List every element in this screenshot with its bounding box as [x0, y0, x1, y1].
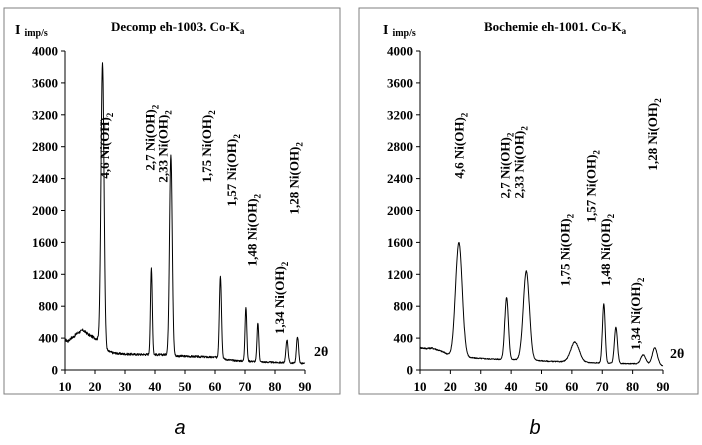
panel-a-x-tick-label: 70 — [239, 379, 252, 394]
panel-b-y-tick-label: 2800 — [387, 139, 413, 154]
panel-a-y-tick-label: 3600 — [32, 75, 58, 90]
panel-b-x-tick-label: 60 — [565, 379, 578, 394]
panel-a-y-tick-label: 2000 — [32, 203, 58, 218]
panel-a-x-tick-label: 20 — [89, 379, 102, 394]
panel-a-label: a — [174, 417, 185, 439]
panel-a-peak-labels: 4,6 Ni(OH)2 2,7 Ni(OH)22,33 Ni(OH)2 1,75 N… — [97, 104, 305, 334]
panel-b-x-axis-label: 2θ — [670, 347, 684, 362]
panel-b-y-tick-label: 4000 — [387, 44, 413, 59]
panel-a-x-tick-label: 60 — [209, 379, 222, 394]
panel-b-y-tick-label: 1200 — [387, 267, 413, 282]
panel-b-diffraction-trace — [419, 242, 664, 367]
panel-a-peak-label: 1,75 Ni(OH)2 — [199, 110, 217, 183]
panel-b-y-tick-label: 0 — [407, 363, 414, 378]
panel-b-y-tick-label: 3600 — [387, 75, 413, 90]
panel-b-y-tick-label: 2000 — [387, 203, 413, 218]
panel-b-peak-labels: 4,6 Ni(OH)2 2,7 Ni(OH)22,33 Ni(OH)2 1,75 N… — [452, 98, 663, 350]
panel-a-y-tick-label: 3200 — [32, 107, 58, 122]
panel-a-y-tick-label: 0 — [52, 363, 59, 378]
panel-b-peak-label: 2,7 Ni(OH)2 — [497, 132, 515, 198]
panel-b-x-tick-label: 70 — [596, 379, 609, 394]
panel-a-title: Decomp eh-1003. Co-Ka — [111, 19, 245, 36]
panel-a-x-tick-label: 90 — [299, 379, 312, 394]
panel-b-x-tick-label: 90 — [657, 379, 670, 394]
panel-a-x-axis-label: 2θ — [314, 345, 328, 360]
panel-a-x-tick-label: 50 — [179, 379, 192, 394]
panel-b-frame — [358, 7, 699, 395]
panel-a-peak-label: 1,34 Ni(OH)2 — [272, 261, 290, 334]
panel-b-y-ticks: 0 400 800 1200 1600 2000 2400 2800 3200 3600 4000 — [387, 44, 420, 378]
panel-b-x-ticks: 10 20 30 40 50 60 70 80 90 — [414, 370, 670, 394]
panel-b-label: b — [529, 417, 540, 439]
panel-b-x-tick-label: 10 — [414, 379, 427, 394]
panel-a-peak-label: 4,6 Ni(OH)2 — [97, 112, 115, 178]
panel-a-x-tick-label: 30 — [119, 379, 132, 394]
panel-a-y-tick-label: 1200 — [32, 267, 58, 282]
panel-a-y-tick-label: 4000 — [32, 44, 58, 59]
panel-b-y-tick-label: 1600 — [387, 235, 413, 250]
panel-b-x-tick-label: 80 — [626, 379, 639, 394]
panel-a-y-ticks: 0 400 800 1200 1600 2000 2400 2800 3200 3600 4000 — [32, 44, 65, 378]
panel-b-x-tick-label: 20 — [444, 379, 457, 394]
panel-b-peak-label: 1,57 Ni(OH)2 — [583, 150, 601, 223]
panel-a-x-tick-label: 80 — [269, 379, 282, 394]
panel-a-peak-label: 1,48 Ni(OH)2 — [244, 193, 262, 266]
panel-a-x-tick-label: 10 — [59, 379, 72, 394]
panel-a-peak-label: 2,33 Ni(OH)2 — [156, 110, 174, 183]
panel-a-y-tick-label: 2800 — [32, 139, 58, 154]
panel-b-peak-label: 1,75 Ni(OH)2 — [557, 213, 575, 286]
panel-b-peak-label: 1,28 Ni(OH)2 — [645, 98, 663, 171]
panel-a-y-tick-label: 2400 — [32, 171, 58, 186]
panel-b-title: Bochemie eh-1001. Co-Ka — [484, 19, 627, 36]
panel-b-x-tick-label: 50 — [535, 379, 548, 394]
panel-b-y-tick-label: 800 — [394, 299, 414, 314]
panel-a-peak-label: 2,7 Ni(OH)2 — [142, 104, 160, 170]
panel-a-y-tick-label: 1600 — [32, 235, 58, 250]
panel-b-peak-label: 1,48 Ni(OH)2 — [598, 213, 616, 286]
panel-a-x-ticks: 10 20 30 40 50 60 70 80 90 — [59, 370, 312, 394]
panel-a-y-tick-label: 400 — [39, 331, 59, 346]
panel-b-x-tick-label: 40 — [505, 379, 518, 394]
panel-b-y-tick-label: 2400 — [387, 171, 413, 186]
panel-a-peak-label: 1,28 Ni(OH)2 — [286, 142, 304, 215]
panel-b-x-tick-label: 30 — [474, 379, 487, 394]
panel-b-peak-label: 4,6 Ni(OH)2 — [452, 112, 470, 178]
panel-b-y-tick-label: 3200 — [387, 107, 413, 122]
panel-b-peak-label: 1,34 Ni(OH)2 — [628, 277, 646, 350]
panel-a-y-tick-label: 800 — [39, 299, 59, 314]
panel-b-peak-label: 2,33 Ni(OH)2 — [511, 126, 529, 199]
panel-a-x-tick-label: 40 — [149, 379, 162, 394]
panel-a-diffraction-trace — [64, 62, 306, 365]
panel-a-peak-label: 1,57 Ni(OH)2 — [224, 134, 242, 207]
panel-b-y-tick-label: 400 — [394, 331, 414, 346]
